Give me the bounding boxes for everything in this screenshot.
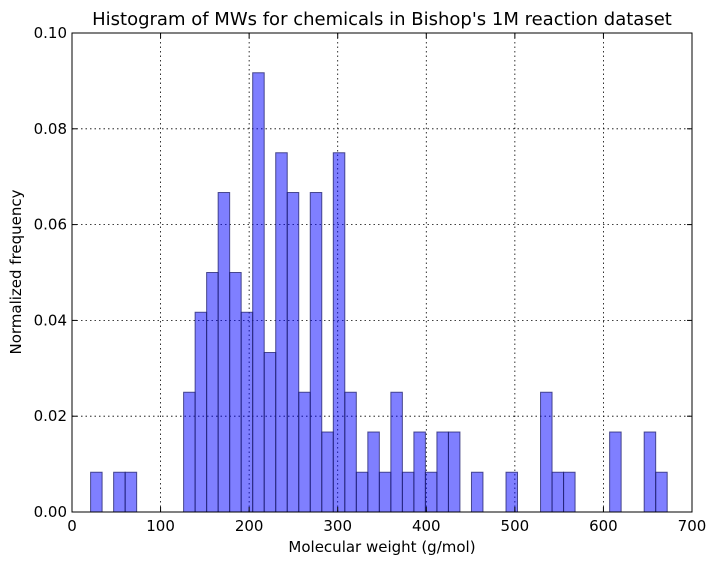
y-axis-label: Normalized frequency bbox=[7, 189, 25, 354]
x-tick-label: 100 bbox=[146, 517, 175, 535]
histogram-bar bbox=[229, 272, 242, 513]
axis-ticks bbox=[71, 32, 693, 513]
histogram-bar bbox=[217, 192, 231, 513]
histogram-bar bbox=[263, 351, 277, 513]
histogram-bar bbox=[413, 431, 426, 513]
x-tick-label: 500 bbox=[501, 517, 530, 535]
y-tick-labels: 0.00 0.02 0.04 0.06 0.08 0.10 bbox=[34, 24, 67, 521]
y-tick-label: 0.08 bbox=[34, 120, 67, 138]
histogram-bar bbox=[424, 471, 438, 513]
x-tick-label: 0 bbox=[67, 517, 77, 535]
histogram-bar bbox=[355, 471, 369, 513]
histogram-bar bbox=[655, 471, 668, 513]
histogram-bar bbox=[252, 72, 265, 513]
histogram-bar bbox=[90, 471, 103, 513]
histogram-bar bbox=[470, 471, 484, 513]
histogram-bar bbox=[321, 431, 334, 513]
histogram-bar bbox=[643, 431, 657, 513]
x-tick-labels: 0 100 200 300 400 500 600 700 bbox=[67, 517, 706, 535]
histogram-bar bbox=[240, 311, 254, 513]
y-tick-label: 0.04 bbox=[34, 311, 67, 329]
histogram-bar bbox=[332, 152, 346, 513]
histogram-bar bbox=[113, 471, 126, 513]
y-tick-label: 0.00 bbox=[34, 503, 67, 521]
histogram-bar bbox=[505, 471, 519, 513]
plot-frame bbox=[71, 32, 693, 513]
histogram-bar bbox=[309, 192, 323, 513]
histogram-bar bbox=[367, 431, 380, 513]
histogram-bar bbox=[194, 311, 208, 513]
histogram-bar bbox=[206, 272, 219, 513]
y-tick-label: 0.10 bbox=[34, 24, 67, 42]
x-tick-label: 700 bbox=[678, 517, 707, 535]
histogram-bar bbox=[540, 391, 553, 513]
histogram-bar bbox=[436, 431, 449, 513]
x-tick-label: 600 bbox=[589, 517, 618, 535]
x-tick-label: 200 bbox=[235, 517, 264, 535]
y-tick-label: 0.06 bbox=[34, 216, 67, 234]
histogram-bar bbox=[183, 391, 196, 513]
histogram-bar bbox=[563, 471, 576, 513]
histogram-bar bbox=[609, 431, 622, 513]
y-tick-label: 0.02 bbox=[34, 407, 67, 425]
chart-title: Histogram of MWs for chemicals in Bishop… bbox=[92, 9, 672, 30]
histogram-bar bbox=[298, 391, 311, 513]
x-tick-label: 300 bbox=[323, 517, 352, 535]
histogram-bars bbox=[90, 72, 668, 513]
histogram-bar bbox=[378, 471, 392, 513]
histogram-bar bbox=[390, 391, 403, 513]
histogram-bar bbox=[447, 431, 461, 513]
histogram-bar bbox=[275, 152, 288, 513]
histogram-bar bbox=[344, 391, 357, 513]
histogram-bar bbox=[286, 192, 300, 513]
grid-lines bbox=[72, 33, 692, 512]
x-axis-label: Molecular weight (g/mol) bbox=[288, 538, 475, 556]
x-tick-label: 400 bbox=[412, 517, 441, 535]
histogram-bar bbox=[551, 471, 565, 513]
histogram-bar bbox=[124, 471, 138, 513]
histogram-bar bbox=[401, 471, 415, 513]
